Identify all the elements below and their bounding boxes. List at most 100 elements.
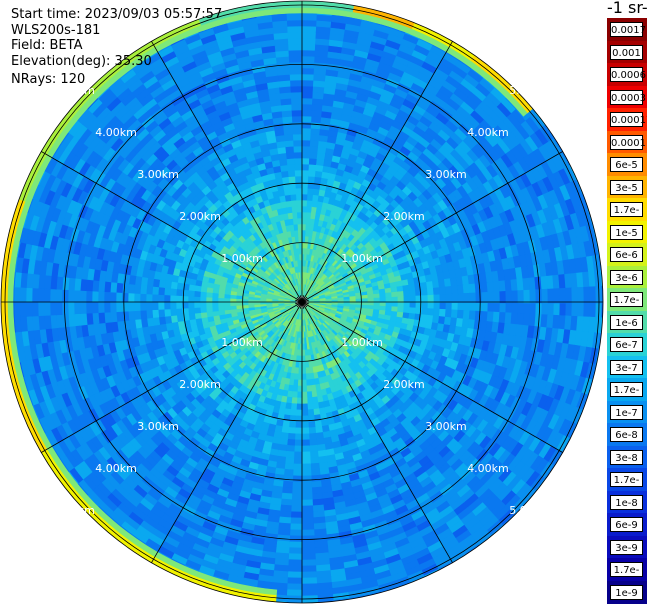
- range-gate-cell: [300, 541, 316, 549]
- range-gate-cell: [127, 291, 135, 303]
- range-gate-cell: [300, 511, 314, 519]
- range-gate-cell: [49, 300, 57, 316]
- range-gate-cell: [301, 391, 308, 399]
- range-gate-cell: [301, 25, 318, 33]
- range-gate-cell: [290, 487, 303, 495]
- range-gate-cell: [293, 445, 303, 453]
- range-gate-cell: [300, 517, 314, 525]
- range-gate-cell: [301, 469, 312, 477]
- range-gate-cell: [300, 571, 317, 579]
- range-gate-cell: [287, 37, 304, 45]
- range-gate-cell: [294, 169, 303, 177]
- range-gate-cell: [103, 290, 111, 303]
- range-gate-cell: [43, 300, 51, 316]
- range-gate-cell: [301, 73, 316, 81]
- range-gate-cell: [115, 300, 123, 313]
- range-gate-cell: [127, 301, 135, 312]
- range-gate-cell: [301, 121, 313, 129]
- range-gate-cell: [151, 301, 159, 311]
- range-gate-cell: [293, 145, 303, 153]
- range-gate-cell: [109, 290, 117, 303]
- range-gate-cell: [301, 397, 308, 405]
- range-gate-cell: [169, 301, 177, 310]
- range-gate-cell: [301, 433, 310, 441]
- range-gate-cell: [292, 457, 303, 465]
- range-gate-cell: [300, 559, 317, 567]
- range-gate-cell: [294, 157, 303, 165]
- range-gate-cell: [205, 301, 213, 308]
- range-gate-cell: [199, 301, 207, 308]
- range-gate-cell: [55, 287, 63, 303]
- range-gate-cell: [301, 91, 315, 99]
- range-gate-cell: [139, 292, 147, 303]
- range-gate-cell: [296, 211, 303, 219]
- range-gate-cell: [475, 301, 483, 313]
- range-gate-cell: [445, 301, 453, 311]
- range-gate-cell: [295, 175, 303, 183]
- range-gate-cell: [433, 301, 441, 311]
- range-gate-cell: [175, 301, 183, 309]
- range-gate-cell: [294, 163, 303, 171]
- range-gate-cell: [290, 79, 304, 87]
- range-gate-cell: [79, 289, 87, 303]
- range-gate-cell: [301, 37, 318, 45]
- range-gate-cell: [571, 301, 579, 318]
- range-gate-cell: [577, 301, 585, 319]
- range-gate-cell: [287, 25, 304, 33]
- range-gate-cell: [487, 301, 495, 314]
- range-gate-cell: [286, 13, 304, 21]
- range-gate-cell: [292, 451, 303, 459]
- range-gate-cell: [288, 529, 303, 537]
- range-gate-cell: [25, 286, 33, 303]
- range-gate-cell: [286, 19, 304, 27]
- range-gate-cell: [291, 115, 304, 123]
- range-gate-cell: [293, 139, 303, 147]
- range-gate-cell: [493, 301, 501, 314]
- range-gate-cell: [463, 301, 471, 312]
- range-gate-cell: [505, 301, 513, 315]
- range-gate-cell: [287, 547, 303, 555]
- range-gate-cell: [85, 300, 93, 314]
- range-gate-cell: [133, 301, 141, 312]
- range-gate-cell: [300, 553, 316, 561]
- range-gate-cell: [91, 300, 99, 314]
- range-gate-cell: [511, 301, 519, 315]
- range-gate-cell: [296, 205, 303, 213]
- range-gate-cell: [85, 289, 93, 303]
- range-gate-cell: [300, 589, 318, 597]
- range-gate-cell: [301, 427, 310, 435]
- range-gate-cell: [301, 109, 314, 117]
- range-gate-cell: [37, 286, 45, 303]
- range-gate-cell: [295, 181, 303, 189]
- range-gate-cell: [169, 294, 177, 303]
- range-gate-cell: [301, 145, 312, 153]
- range-gate-cell: [553, 301, 561, 317]
- range-gate-cell: [301, 415, 309, 423]
- range-gate-cell: [301, 403, 308, 411]
- range-gate-cell: [301, 97, 314, 105]
- range-gate-cell: [286, 559, 303, 567]
- range-gate-cell: [193, 301, 201, 308]
- range-gate-cell: [67, 288, 75, 303]
- range-gate-cell: [43, 287, 51, 303]
- range-gate-cell: [295, 187, 303, 195]
- range-gate-cell: [67, 300, 75, 315]
- range-gate-cell: [301, 133, 312, 141]
- range-gate-cell: [289, 505, 303, 513]
- range-gate-cell: [286, 565, 303, 573]
- range-gate-cell: [103, 300, 111, 313]
- range-gate-cell: [290, 91, 304, 99]
- range-gate-cell: [97, 290, 105, 303]
- range-gate-cell: [292, 127, 303, 135]
- range-gate-cell: [296, 193, 303, 201]
- range-gate-cell: [109, 300, 117, 313]
- range-gate-cell: [294, 427, 303, 435]
- range-gate-cell: [19, 300, 27, 318]
- range-gate-cell: [300, 493, 313, 501]
- range-gate-cell: [133, 292, 141, 303]
- range-gate-cell: [291, 475, 303, 483]
- range-gate-cell: [293, 151, 303, 159]
- range-gate-cell: [301, 103, 314, 111]
- range-gate-cell: [301, 451, 311, 459]
- range-gate-cell: [49, 287, 57, 303]
